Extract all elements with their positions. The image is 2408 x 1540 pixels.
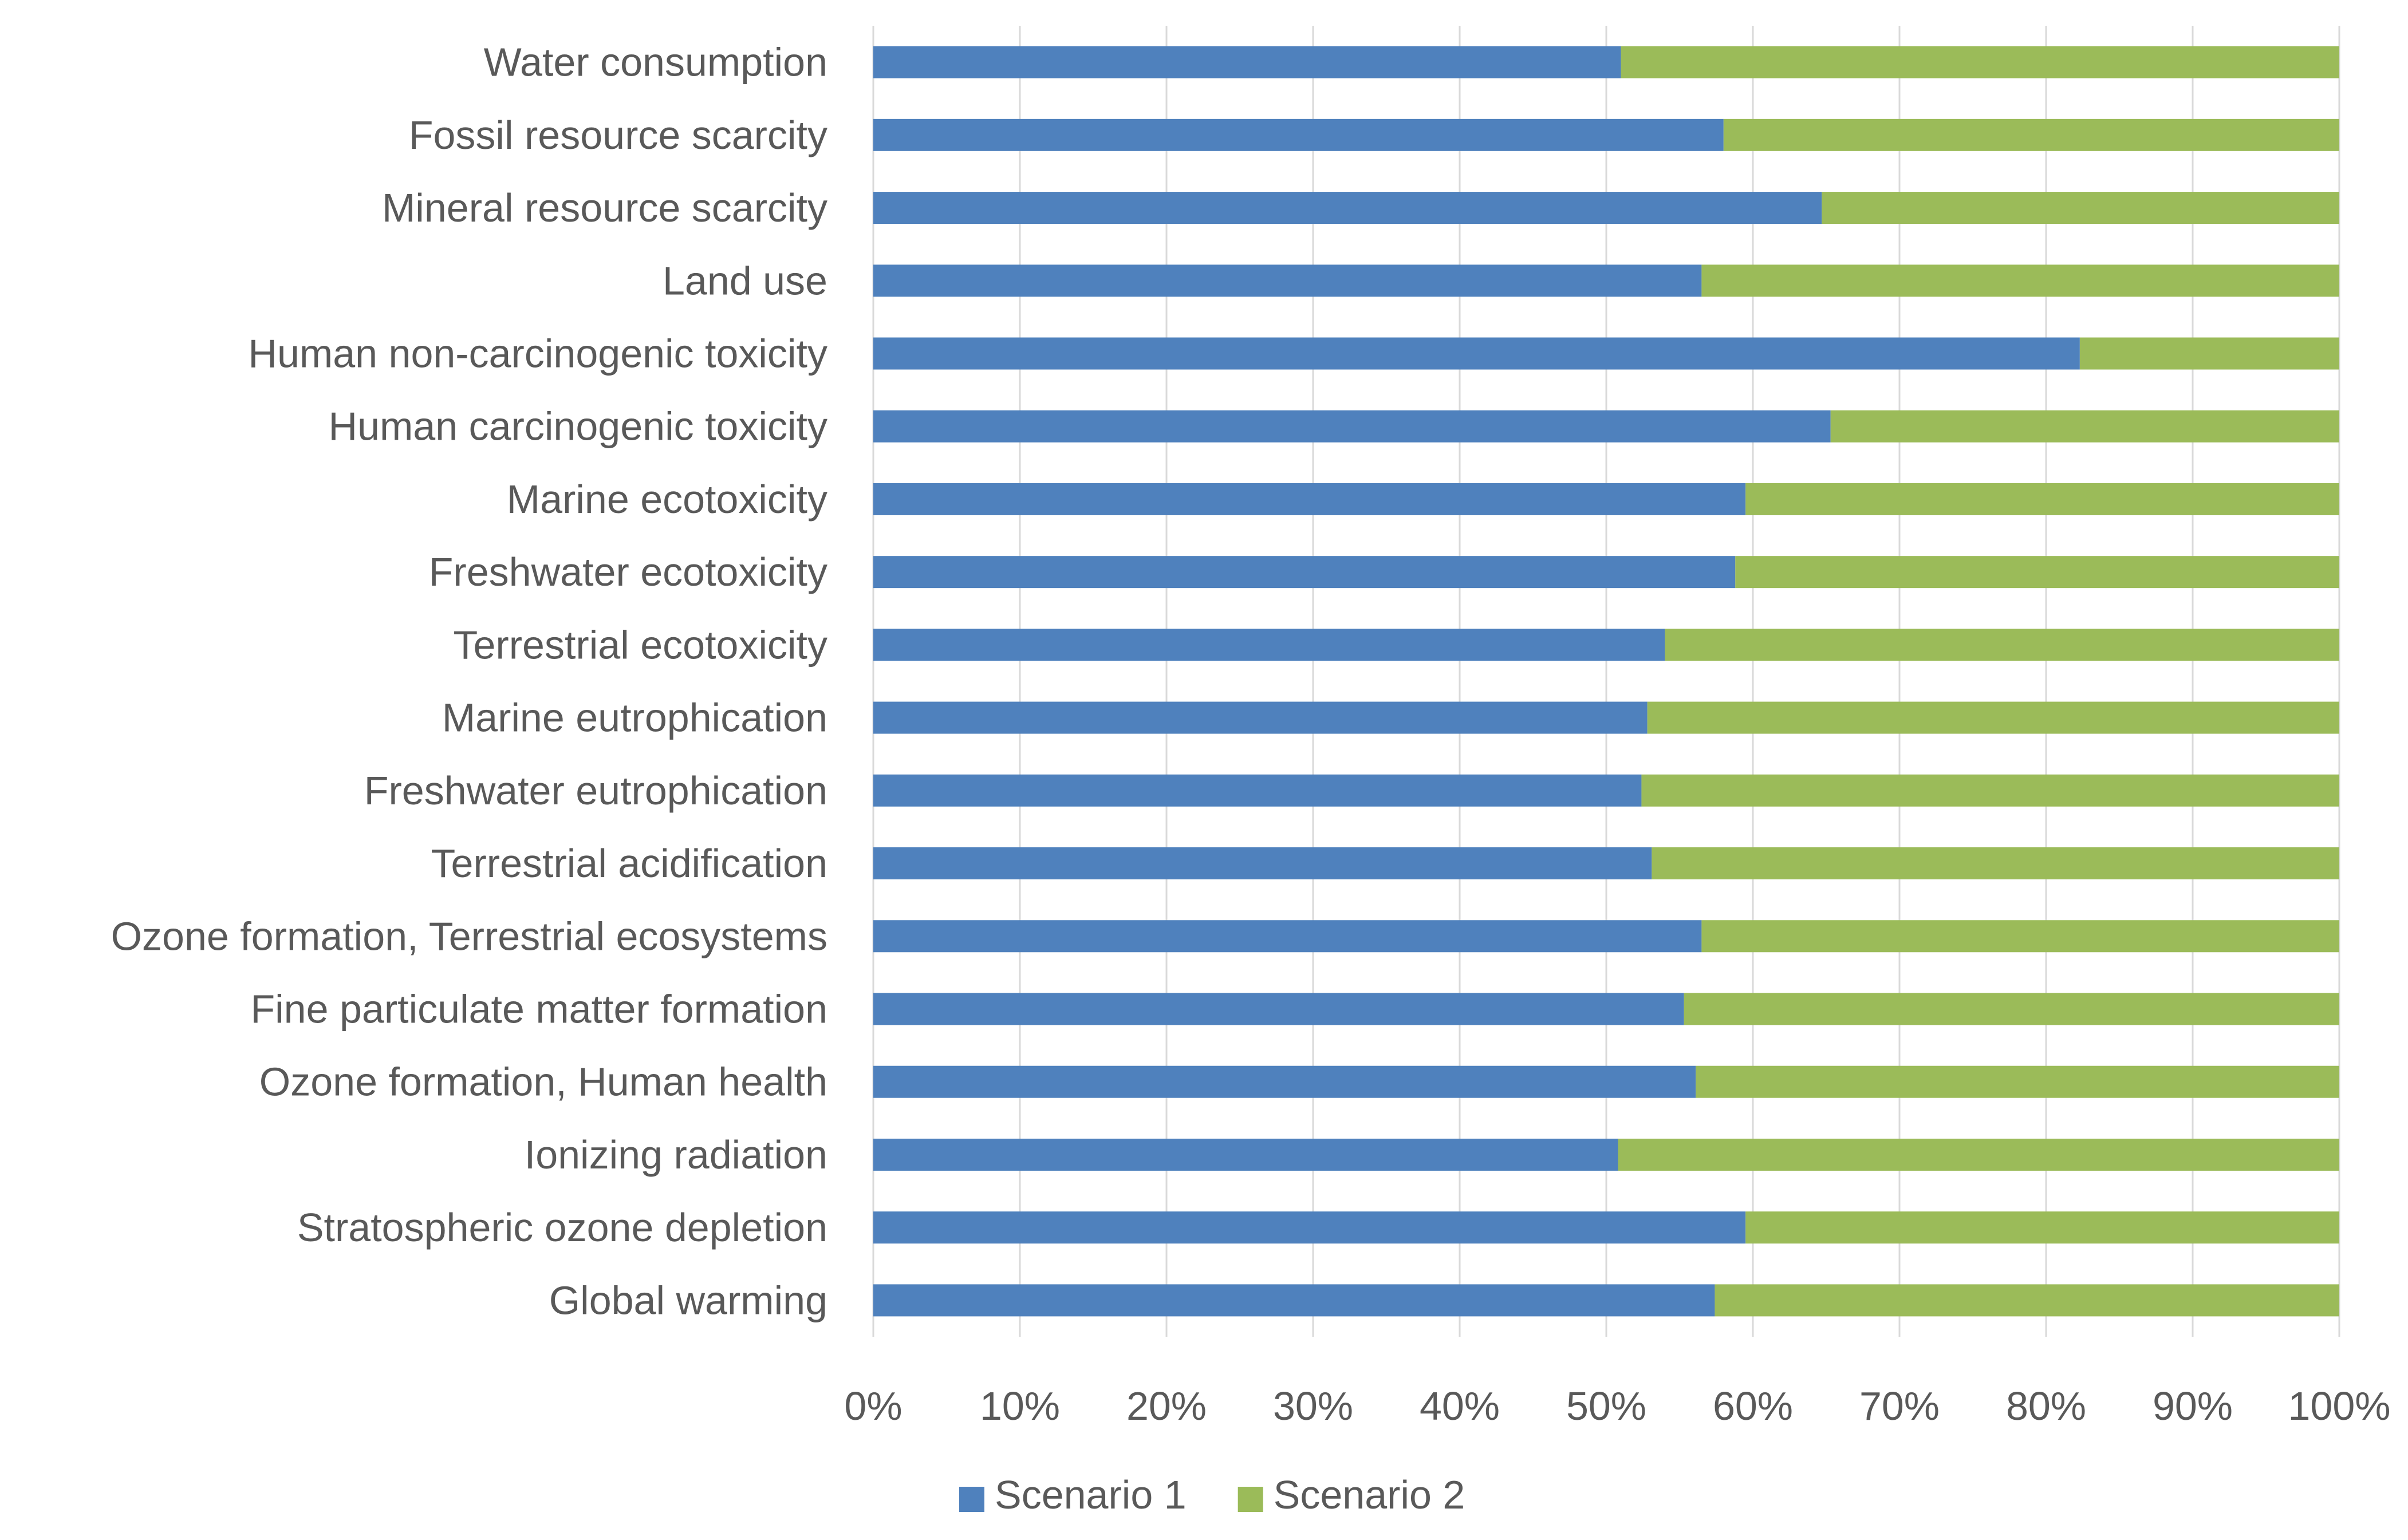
bar-segment-scenario-1	[873, 1284, 1715, 1317]
bar-segment-scenario-2	[1745, 1211, 2339, 1244]
x-tick-label: 40%	[1420, 1384, 1500, 1428]
x-tick-label: 10%	[980, 1384, 1060, 1428]
x-tick-label: 50%	[1566, 1384, 1646, 1428]
bar-segment-scenario-2	[1701, 920, 2339, 953]
bar-segment-scenario-2	[1723, 119, 2339, 151]
bar-segment-scenario-1	[873, 1065, 1696, 1098]
category-label: Ozone formation, Terrestrial ecosystems	[111, 914, 827, 958]
legend-label: Scenario 2	[1274, 1472, 1465, 1517]
category-label: Terrestrial ecotoxicity	[453, 622, 827, 667]
legend-label: Scenario 1	[995, 1472, 1187, 1517]
x-tick-label: 60%	[1713, 1384, 1793, 1428]
category-label: Fine particulate matter formation	[250, 987, 827, 1032]
bar-segment-scenario-2	[1822, 192, 2339, 224]
x-tick-label: 20%	[1126, 1384, 1207, 1428]
x-tick-label: 90%	[2153, 1384, 2233, 1428]
category-label: Fossil resource scarcity	[409, 113, 827, 157]
x-tick-label: 70%	[1859, 1384, 1940, 1428]
category-label: Marine ecotoxicity	[507, 477, 827, 522]
bar-segment-scenario-2	[1621, 46, 2339, 78]
category-label: Mineral resource scarcity	[382, 185, 827, 230]
bar-segment-scenario-1	[873, 119, 1724, 151]
bar-segment-scenario-1	[873, 847, 1652, 880]
x-tick-label: 80%	[2006, 1384, 2086, 1428]
category-labels: Water consumption Fossil resource scarcit…	[111, 40, 827, 1323]
legend-swatch	[1238, 1487, 1263, 1512]
bar-segment-scenario-2	[1701, 264, 2339, 297]
bar-segment-scenario-2	[1715, 1284, 2339, 1317]
bar-segment-scenario-1	[873, 264, 1702, 297]
bar-segment-scenario-1	[873, 920, 1702, 953]
bar-segment-scenario-2	[1735, 556, 2339, 589]
x-tick-label: 0%	[844, 1384, 902, 1428]
category-label: Marine eutrophication	[442, 696, 827, 740]
category-label: Ionizing radiation	[525, 1132, 827, 1177]
bar-segment-scenario-2	[2079, 337, 2339, 370]
bar-segment-scenario-1	[873, 337, 2080, 370]
bar-segment-scenario-2	[1745, 483, 2339, 515]
category-label: Land use	[663, 258, 827, 303]
category-label: Terrestrial acidification	[431, 841, 827, 886]
bar-segment-scenario-1	[873, 556, 1736, 589]
bar-segment-scenario-1	[873, 701, 1648, 734]
bar-segment-scenario-1	[873, 46, 1621, 78]
bar-segment-scenario-1	[873, 410, 1831, 443]
bar-segment-scenario-1	[873, 192, 1822, 224]
bar-segment-scenario-2	[1684, 993, 2339, 1025]
category-label: Freshwater ecotoxicity	[429, 550, 827, 594]
bar-segment-scenario-2	[1647, 701, 2339, 734]
bar-segment-scenario-1	[873, 774, 1642, 807]
category-label: Human non-carcinogenic toxicity	[248, 331, 827, 376]
bar-segment-scenario-2	[1641, 774, 2339, 807]
legend: Scenario 1 Scenario 2	[959, 1472, 1465, 1517]
category-label: Stratospheric ozone depletion	[297, 1205, 827, 1250]
bar-segment-scenario-1	[873, 993, 1684, 1025]
category-label: Ozone formation, Human health	[259, 1060, 827, 1104]
x-tick-label: 30%	[1273, 1384, 1353, 1428]
bar-segment-scenario-2	[1618, 1138, 2339, 1171]
bar-segment-scenario-1	[873, 1211, 1746, 1244]
gridlines	[872, 26, 2340, 1337]
bars	[873, 46, 2339, 1317]
category-label: Global warming	[549, 1278, 827, 1322]
category-label: Freshwater eutrophication	[364, 768, 827, 813]
bar-segment-scenario-2	[1696, 1065, 2339, 1098]
bar-segment-scenario-2	[1665, 629, 2339, 661]
bar-segment-scenario-1	[873, 629, 1665, 661]
category-label: Human carcinogenic toxicity	[329, 404, 827, 449]
bar-segment-scenario-1	[873, 483, 1746, 515]
category-label: Water consumption	[484, 40, 827, 85]
legend-swatch	[959, 1487, 984, 1512]
bar-segment-scenario-2	[1830, 410, 2339, 443]
bar-segment-scenario-2	[1652, 847, 2339, 880]
x-axis-ticks: 0% 10% 20% 30% 40% 50% 60% 70% 80% 90% 100%	[844, 1384, 2390, 1428]
x-tick-label: 100%	[2288, 1384, 2390, 1428]
bar-segment-scenario-1	[873, 1138, 1618, 1171]
